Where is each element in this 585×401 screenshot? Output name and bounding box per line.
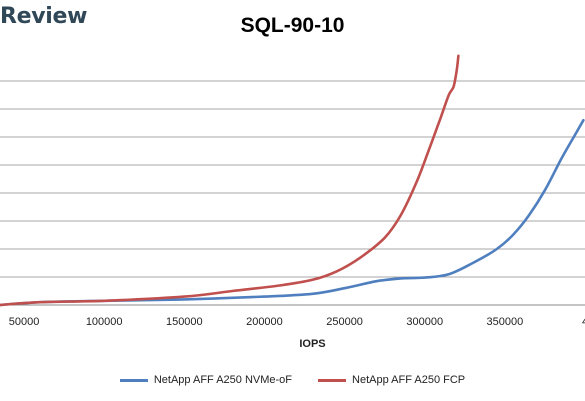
legend-item-1: NetApp AFF A250 NVMe-oF (119, 374, 293, 386)
legend-label: NetApp AFF A250 NVMe-oF (153, 374, 293, 386)
series-line-2 (0, 54, 460, 307)
x-tick-label: 100000 (86, 316, 123, 328)
series-line-1 (0, 118, 585, 307)
chart-title: SQL-90-10 (240, 14, 345, 37)
legend-swatch (119, 378, 148, 382)
legend-item-2: NetApp AFF A250 FCP (318, 374, 465, 386)
series-lines (0, 54, 585, 307)
gridlines (0, 80, 585, 278)
x-axis-title: IOPS (299, 338, 325, 350)
x-tick-label: 300000 (406, 316, 443, 328)
chart-plot: 50000 100000 150000 200000 250000 300000 35000… (0, 54, 585, 350)
legend-label: NetApp AFF A250 FCP (352, 374, 466, 386)
x-tick-label: 50000 (9, 316, 40, 328)
x-tick-label: 200000 (246, 316, 283, 328)
x-axis-ticks: 50000 100000 150000 200000 250000 300000 35000… (9, 316, 585, 328)
x-tick-label: 250000 (326, 316, 363, 328)
x-tick-label: 4 (582, 316, 585, 328)
brand-logo-text: Review (0, 4, 88, 29)
legend-swatch (318, 378, 347, 382)
legend: NetApp AFF A250 NVMe-oF NetApp AFF A250 F… (0, 374, 585, 386)
x-tick-label: 150000 (166, 316, 203, 328)
x-tick-label: 350000 (487, 316, 524, 328)
